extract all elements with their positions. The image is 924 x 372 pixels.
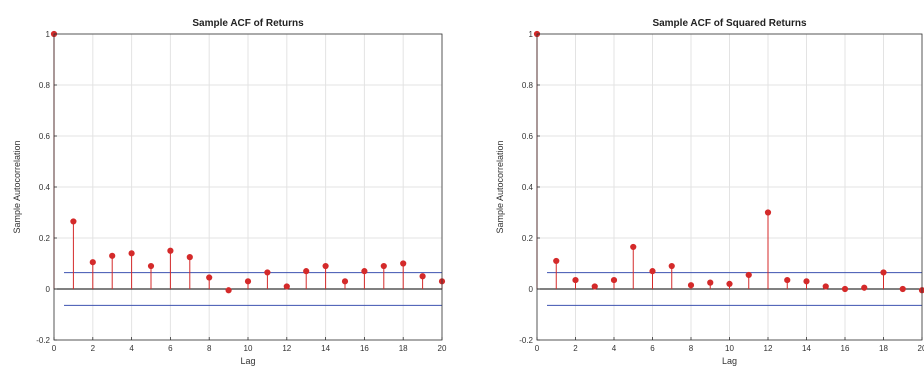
- stem-marker: [109, 252, 116, 259]
- x-tick-label: 2: [573, 344, 578, 353]
- stem-marker: [899, 285, 906, 293]
- x-tick-label: 12: [764, 344, 773, 353]
- x-tick-label: 20: [438, 344, 447, 353]
- x-tick-label: 20: [918, 344, 924, 353]
- x-axis-label: Lag: [722, 356, 737, 366]
- stem-marker: [167, 247, 174, 254]
- x-tick-label: 10: [725, 344, 734, 353]
- stem-marker: [89, 259, 96, 266]
- y-tick-label: -0.2: [36, 336, 50, 345]
- x-tick-label: 6: [168, 344, 173, 353]
- y-tick-label: 0.2: [39, 234, 51, 243]
- y-tick-label: 0.2: [522, 234, 534, 243]
- y-axis-label: Sample Autocorrelation: [495, 140, 505, 233]
- x-tick-label: 8: [689, 344, 694, 353]
- stem-marker: [244, 278, 252, 285]
- stem-marker: [400, 260, 407, 267]
- x-tick-label: 14: [321, 344, 330, 353]
- stem-marker: [822, 283, 829, 290]
- stem-marker: [380, 262, 387, 270]
- stem-marker: [419, 273, 426, 280]
- stem-marker: [572, 276, 579, 284]
- stem-marker: [225, 287, 232, 294]
- stem-marker: [70, 218, 77, 225]
- x-tick-label: 14: [802, 344, 811, 353]
- y-tick-label: 0.8: [522, 81, 534, 90]
- stem-marker: [591, 283, 598, 290]
- y-tick-label: 0: [529, 285, 534, 294]
- y-tick-label: 1: [529, 30, 534, 39]
- x-tick-label: 12: [282, 344, 291, 353]
- stem-marker: [630, 243, 637, 251]
- stem-marker: [610, 276, 618, 284]
- stem-marker: [861, 284, 868, 291]
- stem-marker: [553, 257, 560, 265]
- stem-marker: [128, 250, 135, 257]
- stem-marker: [341, 278, 349, 285]
- stem-marker: [726, 280, 733, 287]
- x-tick-label: 6: [650, 344, 655, 353]
- y-axis-label: Sample Autocorrelation: [12, 140, 22, 233]
- y-tick-label: 0: [46, 285, 51, 294]
- stem-marker: [186, 254, 193, 261]
- x-tick-label: 4: [129, 344, 134, 353]
- chart-title: Sample ACF of Returns: [192, 18, 304, 29]
- stem-marker: [707, 279, 714, 286]
- y-tick-label: 0.4: [522, 183, 534, 192]
- stem-marker: [687, 282, 695, 289]
- stem-marker: [880, 269, 887, 276]
- stem-marker: [745, 271, 752, 279]
- stem-marker: [283, 283, 290, 290]
- stem-marker: [361, 268, 368, 275]
- stem-marker: [206, 274, 213, 281]
- chart-title: Sample ACF of Squared Returns: [652, 18, 807, 29]
- y-tick-label: 0.4: [39, 183, 51, 192]
- y-tick-label: -0.2: [519, 336, 533, 345]
- stem-marker: [303, 268, 310, 275]
- stem-marker: [841, 285, 849, 293]
- chart-1: 0 2 4 6 8 10 12 14 16 18 20-0.200.20.40.60.81Sampl…: [12, 18, 447, 366]
- y-tick-label: 0.6: [39, 132, 51, 141]
- y-tick-label: 0.6: [522, 132, 534, 141]
- stem-marker: [668, 262, 675, 270]
- x-tick-label: 10: [244, 344, 253, 353]
- x-tick-label: 0: [535, 344, 540, 353]
- y-tick-label: 1: [46, 30, 51, 39]
- stem-marker: [147, 262, 155, 270]
- x-tick-label: 16: [841, 344, 850, 353]
- stem-marker: [264, 269, 271, 276]
- stem-marker: [784, 276, 791, 284]
- stem-marker: [764, 209, 772, 216]
- chart-2: 02468101214161820-0.200.20.40.60.81Sampl…: [495, 18, 924, 366]
- stem-marker: [322, 262, 329, 270]
- x-axis-label: Lag: [240, 356, 255, 366]
- x-tick-label: 18: [879, 344, 888, 353]
- stem-marker: [649, 268, 656, 275]
- x-tick-label: 8: [207, 344, 212, 353]
- x-tick-label: 4: [612, 344, 617, 353]
- y-tick-label: 0.8: [39, 81, 51, 90]
- x-tick-label: 2: [91, 344, 96, 353]
- stem-marker: [803, 278, 810, 285]
- x-tick-label: 0: [52, 344, 57, 353]
- x-tick-label: 16: [360, 344, 369, 353]
- x-tick-label: 18: [399, 344, 408, 353]
